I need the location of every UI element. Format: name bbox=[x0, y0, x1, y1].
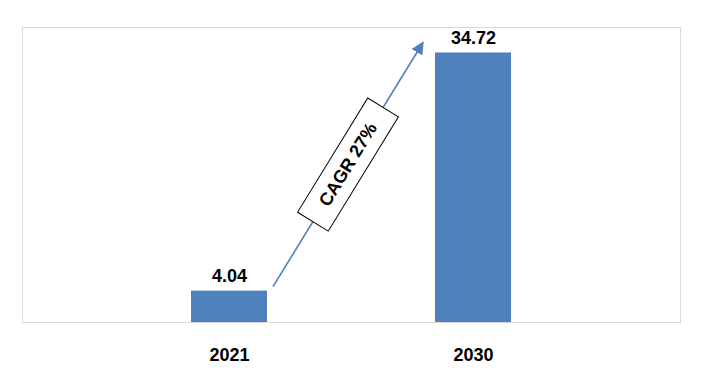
svg-text:CAGR 27%: CAGR 27% bbox=[315, 119, 381, 210]
svg-text:2030: 2030 bbox=[453, 345, 493, 365]
svg-text:4.04: 4.04 bbox=[212, 266, 247, 286]
svg-text:34.72: 34.72 bbox=[451, 28, 496, 48]
svg-text:2021: 2021 bbox=[209, 345, 249, 365]
